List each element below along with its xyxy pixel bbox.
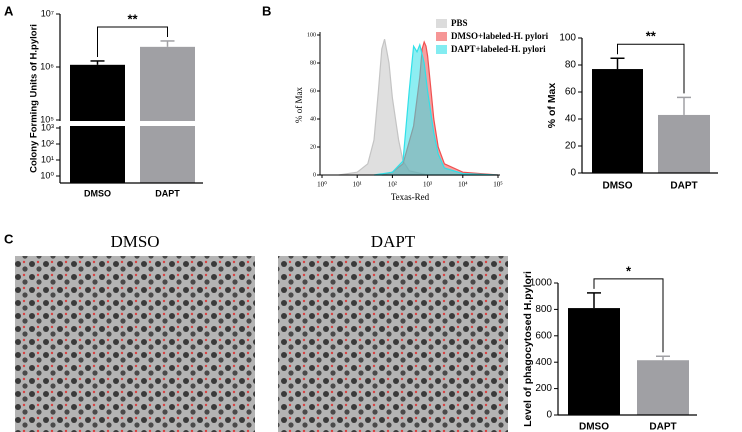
y-tick-label: 20 — [565, 141, 577, 152]
legend-swatch — [436, 32, 447, 41]
y-tick-label: 600 — [535, 330, 552, 341]
y-axis-label: Level of phagocytosed H.pylori — [522, 271, 534, 427]
y-tick-label: 10⁷ — [41, 8, 54, 18]
y-tick-label: 0 — [546, 410, 552, 421]
legend-swatch — [436, 19, 447, 28]
significance-bracket — [617, 43, 685, 94]
y-tick-label: 60 — [565, 87, 577, 98]
bar — [568, 308, 620, 415]
y-axis-label: Colony Forming Units of H.pylori — [29, 24, 40, 173]
legend-label: DMSO+labeled-H. pylori — [451, 31, 549, 41]
x-tick-label: 10⁰ — [317, 181, 327, 189]
x-tick-label: 10⁴ — [458, 181, 468, 189]
y-tick-label: 100 — [559, 33, 576, 44]
y-tick-label: 10³ — [41, 122, 54, 132]
y-tick-label: 400 — [535, 357, 552, 368]
y-tick-label: 10⁶ — [40, 61, 54, 71]
y-tick-label: 10¹ — [41, 154, 54, 164]
y-tick-label: 10⁵ — [40, 114, 54, 124]
x-tick-label: DAPT — [155, 188, 180, 198]
x-tick-label: DMSO — [579, 422, 609, 432]
significance-bracket — [593, 278, 664, 353]
y-tick-label: 0 — [570, 168, 576, 179]
bar — [658, 114, 710, 173]
legend-swatch — [436, 45, 447, 54]
image-title: DAPT — [371, 232, 416, 251]
significance: * — [626, 263, 632, 278]
panel-label: B — [262, 3, 271, 18]
y-tick-label: 60 — [310, 88, 316, 94]
x-tick-label: 10² — [388, 181, 397, 189]
y-tick-label: 20 — [310, 144, 316, 150]
significance-bracket — [97, 26, 168, 57]
axis-break — [54, 121, 199, 126]
panel-label: C — [4, 231, 14, 246]
significance: ** — [127, 11, 138, 26]
y-axis-label: % of Max — [546, 83, 558, 129]
y-axis-label: % of Max — [294, 87, 304, 123]
y-tick-label: 0 — [313, 172, 316, 178]
y-tick-label: 10⁰ — [40, 170, 54, 180]
x-tick-label: DMSO — [603, 181, 633, 192]
micrograph — [15, 256, 255, 432]
y-tick-label: 40 — [565, 114, 577, 125]
x-tick-label: DAPT — [670, 181, 697, 192]
x-axis-label: Texas-Red — [391, 192, 430, 202]
bar — [140, 46, 195, 184]
histogram-area — [373, 42, 499, 176]
x-tick-label: DAPT — [649, 422, 676, 432]
x-tick-label: 10⁵ — [493, 181, 503, 189]
y-tick-label: 100 — [307, 32, 316, 38]
x-tick-label: 10¹ — [353, 181, 362, 189]
legend-label: DAPT+labeled-H. pylori — [451, 44, 546, 54]
y-tick-label: 1000 — [530, 278, 553, 289]
bar — [637, 360, 689, 415]
legend-label: PBS — [451, 18, 468, 28]
panel-label: A — [4, 3, 14, 18]
x-tick-label: 10³ — [423, 181, 432, 189]
image-title: DMSO — [110, 232, 159, 251]
y-tick-label: 80 — [310, 60, 316, 66]
y-tick-label: 10² — [41, 138, 54, 148]
y-tick-label: 80 — [565, 60, 577, 71]
y-tick-label: 800 — [535, 304, 552, 315]
significance: ** — [646, 29, 657, 44]
y-tick-label: 40 — [310, 116, 316, 122]
bar — [592, 69, 643, 173]
y-tick-label: 200 — [535, 383, 552, 394]
micrograph — [278, 256, 508, 432]
x-tick-label: DMSO — [84, 188, 111, 198]
